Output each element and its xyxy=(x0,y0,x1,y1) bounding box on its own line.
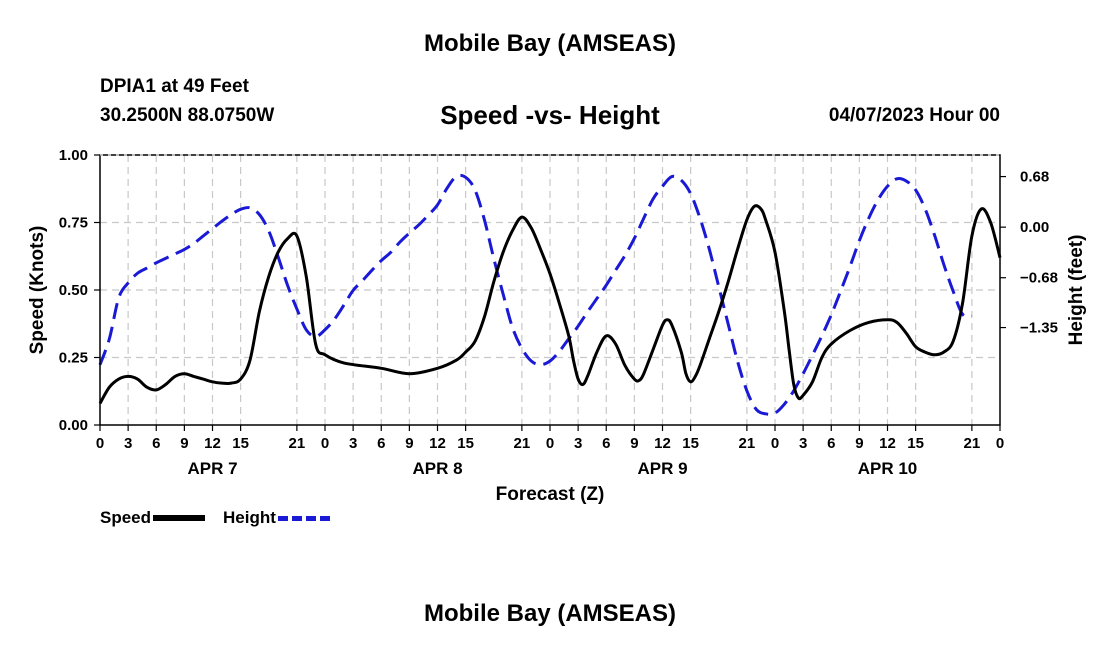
height-series-line xyxy=(98,173,973,416)
x-tick-label: 6 xyxy=(152,435,160,452)
x-tick-label: 15 xyxy=(457,435,474,452)
y-axis-title: Speed (Knots) xyxy=(27,226,48,355)
x-tick-label: 15 xyxy=(907,435,924,452)
y2-axis-title: Height (feet) xyxy=(1066,235,1087,346)
repeated-chart-title: Mobile Bay (AMSEAS) xyxy=(423,600,677,627)
y-tick-label: 0.50 xyxy=(59,282,88,299)
x-tick-label: 21 xyxy=(964,435,981,452)
y2-tick-label: −0.68 xyxy=(1020,270,1058,287)
x-tick-label: 21 xyxy=(289,435,306,452)
legend-speed-swatch xyxy=(153,515,206,521)
x-tick-label: 12 xyxy=(429,435,446,452)
x-tick-label: 9 xyxy=(180,435,188,452)
forecast-datetime: 04/07/2023 Hour 00 xyxy=(828,105,1000,126)
x-tick-label: 21 xyxy=(514,435,531,452)
x-tick-label: 3 xyxy=(574,435,582,452)
day-label: APR 8 xyxy=(412,459,462,478)
x-tick-label: 0 xyxy=(321,435,329,452)
x-tick-label: 6 xyxy=(377,435,385,452)
x-tick-label: 3 xyxy=(349,435,357,452)
x-tick-label: 0 xyxy=(96,435,104,452)
legend-speed-label: Speed xyxy=(100,508,152,527)
y-tick-label: 0.25 xyxy=(59,350,88,367)
chart-title: Mobile Bay (AMSEAS) xyxy=(423,30,677,57)
x-tick-label: 0 xyxy=(546,435,554,452)
speed-series-line xyxy=(98,204,1002,405)
y2-tick-label: −1.35 xyxy=(1020,320,1058,337)
day-label: APR 10 xyxy=(858,459,918,478)
series-lines xyxy=(98,173,1002,416)
y2-tick-label: 0.00 xyxy=(1020,219,1049,236)
station-coordinates: 30.2500N 88.0750W xyxy=(100,105,275,126)
x-tick-label: 12 xyxy=(204,435,221,452)
x-tick-label: 9 xyxy=(405,435,413,452)
y2-tick-label: 0.68 xyxy=(1020,169,1049,186)
x-tick-label: 3 xyxy=(799,435,807,452)
day-label: APR 7 xyxy=(187,459,237,478)
legend-height-swatch xyxy=(277,515,330,521)
x-tick-label: 15 xyxy=(682,435,699,452)
day-label: APR 9 xyxy=(637,459,687,478)
x-tick-label: 15 xyxy=(232,435,249,452)
grid-lines xyxy=(100,155,1000,425)
y-tick-label: 0.00 xyxy=(59,417,88,434)
x-tick-label: 9 xyxy=(630,435,638,452)
legend: Speed Height xyxy=(100,508,348,528)
x-tick-label: 21 xyxy=(739,435,756,452)
x-tick-label: 9 xyxy=(855,435,863,452)
x-tick-label: 0 xyxy=(771,435,779,452)
x-tick-label: 12 xyxy=(654,435,671,452)
station-label: DPIA1 at 49 Feet xyxy=(100,76,249,97)
x-axis-title: Forecast (Z) xyxy=(496,484,605,505)
x-tick-label: 3 xyxy=(124,435,132,452)
x-tick-label: 0 xyxy=(996,435,1004,452)
chart-subtitle: Speed -vs- Height xyxy=(440,100,660,130)
y-tick-label: 0.75 xyxy=(59,215,88,232)
legend-height-label: Height xyxy=(223,508,276,527)
axis-ticks: 0 3 6 9 12 15 21 0 3 6 9 12 15 21 0 3 6 9 12 15 21 0 3 6 9 12 15 21… xyxy=(59,147,1058,478)
x-tick-label: 6 xyxy=(602,435,610,452)
x-tick-label: 12 xyxy=(879,435,896,452)
x-tick-label: 6 xyxy=(827,435,835,452)
y-tick-label: 1.00 xyxy=(59,147,88,164)
